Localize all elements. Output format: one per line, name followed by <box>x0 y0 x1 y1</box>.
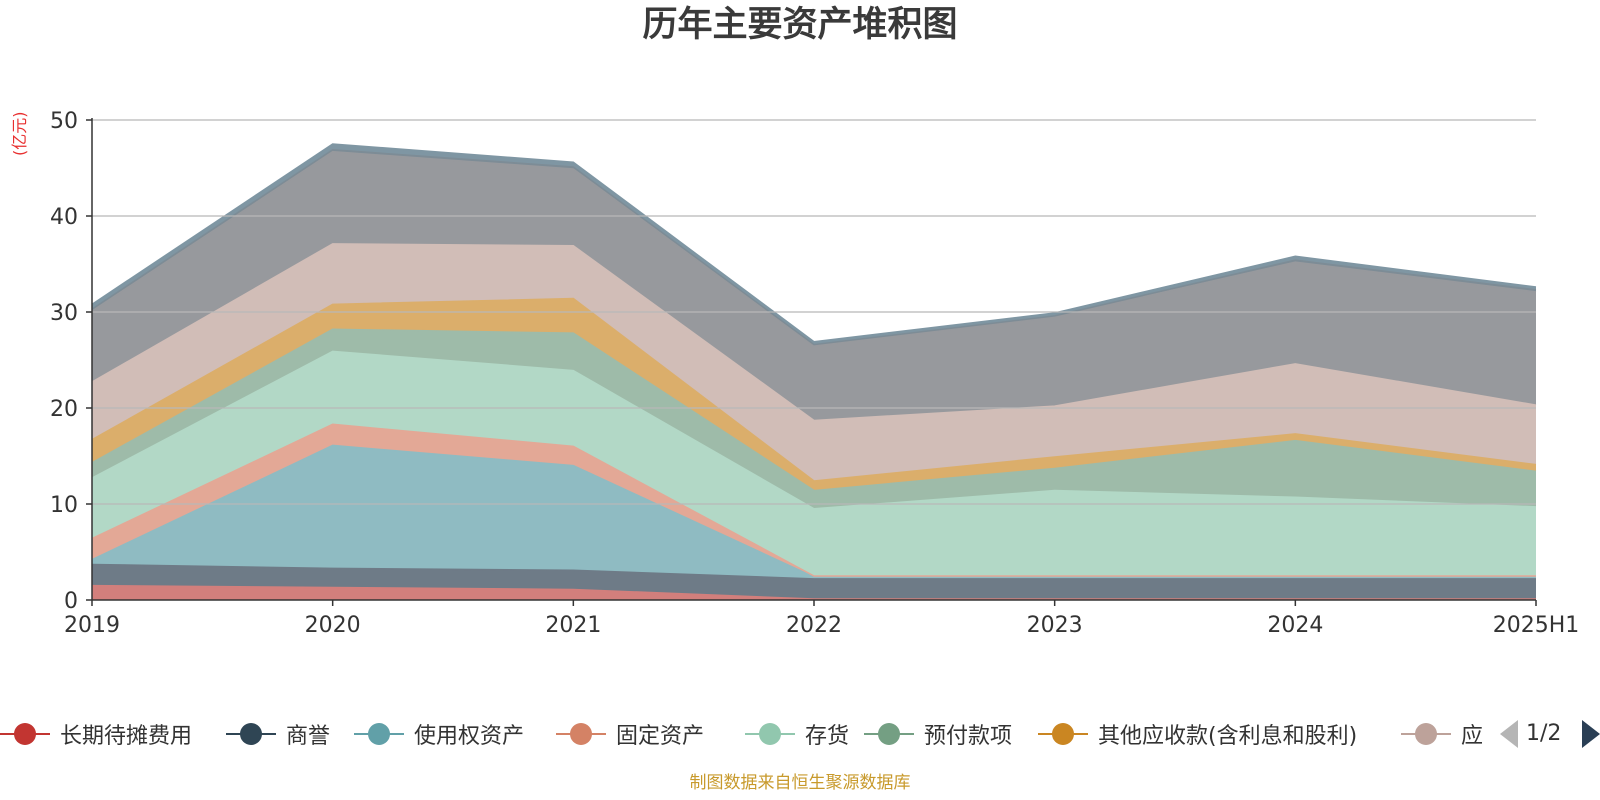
legend: 长期待摊费用 商誉 使用权资产 固定资产 存货 预付款项 其他应收款(含利息和股利) 应 <box>0 716 1600 752</box>
area-series-2 <box>92 445 1536 579</box>
stacked-area-chart: 0 10 20 30 40 50 2019 2020 2021 2022 2023 2024 2025H… <box>50 109 1580 638</box>
line-series-2 <box>91 444 1536 578</box>
legend-item-3[interactable]: 固定资产 <box>556 716 704 752</box>
legend-label: 固定资产 <box>616 724 705 749</box>
x-tick-label-6: 2025H1 <box>1493 613 1580 638</box>
legend-label: 预付款项 <box>924 724 1013 749</box>
x-tick-label-2: 2021 <box>545 613 601 638</box>
legend-next-page-icon[interactable] <box>1582 720 1600 748</box>
line-series-8 <box>91 150 1537 347</box>
legend-item-2[interactable]: 使用权资产 <box>354 716 524 752</box>
y-tick-label-10: 10 <box>50 493 78 518</box>
chart-title: 历年主要资产堆积图 <box>642 5 958 45</box>
area-series-7 <box>92 243 1536 481</box>
legend-item-6[interactable]: 其他应收款(含利息和股利) <box>1038 716 1357 752</box>
legend-marker-icon <box>864 716 914 752</box>
legend-item-0[interactable]: 长期待摊费用 <box>0 716 192 752</box>
legend-marker-icon <box>1401 716 1451 752</box>
line-series-0 <box>91 584 1536 600</box>
legend-label: 应 <box>1461 724 1484 749</box>
legend-label: 存货 <box>805 724 850 749</box>
line-series-7 <box>91 243 1537 422</box>
line-series-4 <box>91 350 1537 510</box>
area-series-1 <box>92 564 1536 600</box>
y-tick-label-0: 0 <box>64 589 78 614</box>
y-tick-label-40: 40 <box>50 205 78 230</box>
line-series-5 <box>91 328 1537 492</box>
x-tick-label-1: 2020 <box>305 613 361 638</box>
y-tick-label-20: 20 <box>50 397 78 422</box>
legend-pager: 1/2 <box>1500 716 1600 752</box>
legend-label: 商誉 <box>286 724 331 749</box>
legend-marker-icon <box>226 716 276 752</box>
legend-marker-icon <box>0 716 50 752</box>
legend-page-indicator: 1/2 <box>1526 721 1562 746</box>
area-series-5 <box>92 329 1536 509</box>
y-tick-label-50: 50 <box>50 109 78 134</box>
data-source-note: 制图数据来自恒生聚源数据库 <box>689 773 911 793</box>
legend-label: 使用权资产 <box>414 724 525 749</box>
legend-item-1[interactable]: 商誉 <box>226 716 330 752</box>
legend-label: 其他应收款(含利息和股利) <box>1098 724 1358 749</box>
legend-label: 长期待摊费用 <box>60 724 193 749</box>
legend-item-4[interactable]: 存货 <box>745 716 849 752</box>
line-series-6 <box>91 297 1537 482</box>
x-tick-label-5: 2024 <box>1267 613 1323 638</box>
x-tick-label-3: 2022 <box>786 613 842 638</box>
legend-item-7[interactable]: 应 <box>1401 716 1483 752</box>
legend-item-5[interactable]: 预付款项 <box>864 716 1012 752</box>
line-series-1 <box>91 563 1536 580</box>
y-tick-label-30: 30 <box>50 301 78 326</box>
x-tick-label-0: 2019 <box>64 613 120 638</box>
area-series-8 <box>92 151 1536 421</box>
legend-marker-icon <box>556 716 606 752</box>
legend-prev-page-icon[interactable] <box>1500 720 1518 748</box>
line-series-3 <box>91 423 1536 577</box>
line-series-9 <box>91 148 1537 346</box>
legend-marker-icon <box>354 716 404 752</box>
legend-marker-icon <box>745 716 795 752</box>
line-series-10 <box>91 143 1537 343</box>
legend-marker-icon <box>1038 716 1088 752</box>
x-tick-label-4: 2023 <box>1027 613 1083 638</box>
